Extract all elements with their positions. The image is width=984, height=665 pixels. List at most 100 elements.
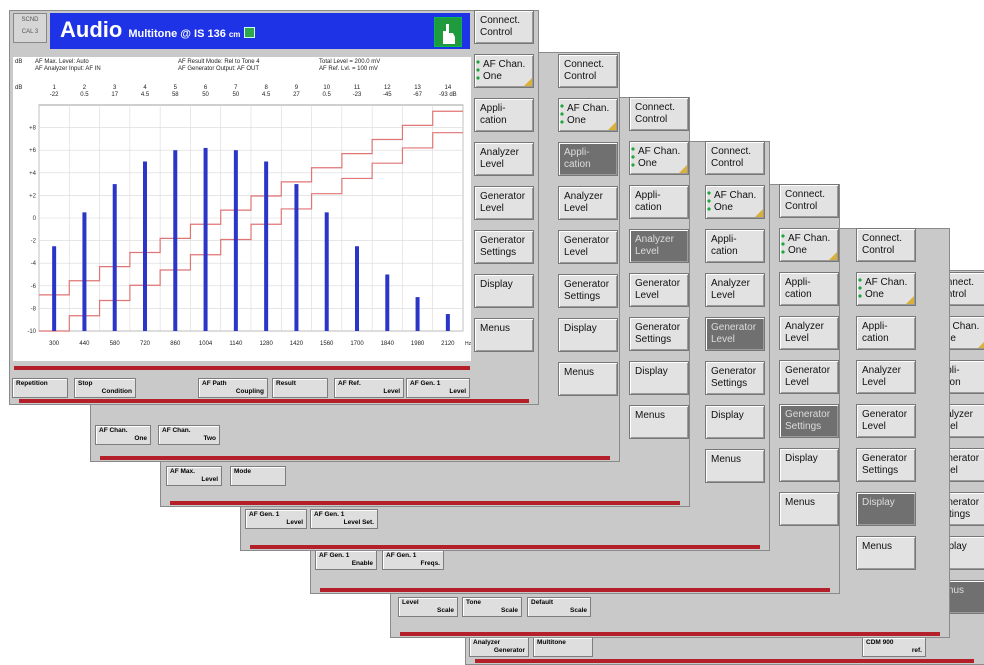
softkey-level-scale[interactable]: Level Scale: [398, 597, 458, 617]
side-button-generator-settings[interactable]: Generator Settings: [779, 404, 839, 438]
side-button-menus[interactable]: Menus: [629, 405, 689, 439]
side-button-connect-control[interactable]: Connect. Control: [474, 10, 534, 44]
side-button-menus[interactable]: Menus: [705, 449, 765, 483]
freq-tick-label: 2120: [441, 341, 455, 347]
side-button-label: Generator Settings: [564, 279, 610, 302]
side-button-af-chan-one[interactable]: AF Chan. One: [705, 185, 765, 219]
side-button-generator-settings[interactable]: Generator Settings: [558, 274, 618, 308]
level-chart: 1-2230020.544031758044.57205588606501004…: [13, 83, 471, 361]
softkey-label-line1: Tone: [466, 599, 482, 606]
side-button-menus[interactable]: Menus: [779, 492, 839, 526]
side-button-appli-cation[interactable]: Appli- cation: [558, 142, 618, 176]
page-subtitle-unit: cm: [228, 30, 241, 39]
side-button-generator-level[interactable]: Generator Level: [629, 273, 689, 307]
side-button-af-chan-one[interactable]: AF Chan. One: [558, 98, 618, 132]
softkey-mode[interactable]: Mode: [230, 466, 286, 486]
side-button-af-chan-one[interactable]: AF Chan. One: [629, 141, 689, 175]
side-button-af-chan-one[interactable]: AF Chan. One: [474, 54, 534, 88]
side-button-generator-settings[interactable]: Generator Settings: [705, 361, 765, 395]
side-button-connect-control[interactable]: Connect. Control: [856, 228, 916, 262]
side-button-analyzer-level[interactable]: Analyzer Level: [705, 273, 765, 307]
side-button-label: Appli- cation: [785, 277, 812, 300]
side-button-display[interactable]: Display: [629, 361, 689, 395]
side-button-display[interactable]: Display: [856, 492, 916, 526]
side-button-display[interactable]: Display: [779, 448, 839, 482]
side-button-connect-control[interactable]: Connect. Control: [779, 184, 839, 218]
hand-pointer-icon[interactable]: [434, 17, 462, 47]
side-button-display[interactable]: Display: [474, 274, 534, 308]
softkey-label-line2: Condition: [101, 388, 132, 395]
tone-number-label: 11: [354, 85, 361, 91]
title-lock-icon: [244, 27, 256, 39]
level-bar: [233, 150, 238, 331]
softkey-af-ref-level[interactable]: AF Ref. Level: [334, 378, 404, 398]
side-button-generator-level[interactable]: Generator Level: [474, 186, 534, 220]
side-button-label: Connect. Control: [862, 233, 903, 256]
side-button-analyzer-level[interactable]: Analyzer Level: [779, 316, 839, 350]
side-button-connect-control[interactable]: Connect. Control: [558, 54, 618, 88]
side-button-label: Generator Settings: [711, 366, 757, 389]
softkey-multitone[interactable]: Multitone: [533, 637, 593, 657]
softkey-stop-condition[interactable]: Stop Condition: [74, 378, 136, 398]
tone-level-label: 17: [111, 92, 118, 98]
side-button-label: Menus: [635, 410, 666, 421]
level-bar: [112, 184, 117, 331]
side-button-appli-cation[interactable]: Appli- cation: [856, 316, 916, 350]
status-badge-bottom: CAL 3: [21, 29, 39, 35]
softkey-af-gen-1-level[interactable]: AF Gen. 1 Level: [406, 378, 470, 398]
side-button-menus[interactable]: Menus: [856, 536, 916, 570]
side-button-analyzer-level[interactable]: Analyzer Level: [629, 229, 689, 263]
softkey-label-line2: Level: [383, 388, 400, 395]
softkey-af-gen-1-level-set-[interactable]: AF Gen. 1 Level Set.: [310, 509, 378, 529]
side-button-label: Display: [635, 366, 668, 377]
side-button-display[interactable]: Display: [705, 405, 765, 439]
softkey-af-gen-1-freqs-[interactable]: AF Gen. 1 Freqs.: [382, 550, 444, 570]
softkey-default-scale[interactable]: Default Scale: [527, 597, 591, 617]
tone-number-label: 12: [384, 85, 391, 91]
softkey-af-chan-one[interactable]: AF Chan. One: [95, 425, 151, 445]
softkey-result[interactable]: Result: [272, 378, 328, 398]
softkey-af-chan-two[interactable]: AF Chan. Two: [158, 425, 220, 445]
side-button-generator-level[interactable]: Generator Level: [705, 317, 765, 351]
side-button-connect-control[interactable]: Connect. Control: [629, 97, 689, 131]
side-button-label: Appli- cation: [711, 234, 738, 257]
softkey-repetition[interactable]: Repetition: [12, 378, 68, 398]
y-tick-label: +2: [29, 193, 37, 199]
softkey-tone-scale[interactable]: Tone Scale: [462, 597, 522, 617]
softkey-analyzer-generator[interactable]: Analyzer Generator: [469, 637, 529, 657]
side-button-generator-settings[interactable]: Generator Settings: [629, 317, 689, 351]
side-button-label: Appli- cation: [480, 103, 507, 126]
tone-number-label: 4: [143, 85, 147, 91]
side-button-generator-level[interactable]: Generator Level: [856, 404, 916, 438]
softkey-af-path-coupling[interactable]: AF Path Coupling: [198, 378, 268, 398]
softkey-label-line1: Repetition: [16, 380, 48, 387]
side-button-af-chan-one[interactable]: AF Chan. One: [856, 272, 916, 306]
side-button-appli-cation[interactable]: Appli- cation: [474, 98, 534, 132]
tone-number-label: 3: [113, 85, 117, 91]
softkey-cdm-900-ref-[interactable]: CDM 900 ref.: [862, 637, 926, 657]
softkey-label-line1: Analyzer: [473, 639, 501, 646]
side-button-generator-level[interactable]: Generator Level: [558, 230, 618, 264]
side-button-af-chan-one[interactable]: AF Chan. One: [779, 228, 839, 262]
side-button-label: Analyzer Level: [635, 234, 674, 257]
side-button-generator-settings[interactable]: Generator Settings: [856, 448, 916, 482]
softkey-label-line2: Scale: [437, 607, 454, 614]
freq-tick-label: 1004: [199, 341, 213, 347]
softkey-af-gen-1-enable[interactable]: AF Gen. 1 Enable: [315, 550, 377, 570]
side-button-analyzer-level[interactable]: Analyzer Level: [856, 360, 916, 394]
side-button-generator-level[interactable]: Generator Level: [779, 360, 839, 394]
side-button-appli-cation[interactable]: Appli- cation: [705, 229, 765, 263]
side-button-appli-cation[interactable]: Appli- cation: [779, 272, 839, 306]
y-tick-label: +4: [29, 171, 37, 177]
tone-number-label: 2: [83, 85, 87, 91]
side-button-menus[interactable]: Menus: [474, 318, 534, 352]
side-button-appli-cation[interactable]: Appli- cation: [629, 185, 689, 219]
side-button-generator-settings[interactable]: Generator Settings: [474, 230, 534, 264]
side-button-analyzer-level[interactable]: Analyzer Level: [558, 186, 618, 220]
side-button-display[interactable]: Display: [558, 318, 618, 352]
side-button-menus[interactable]: Menus: [558, 362, 618, 396]
side-button-connect-control[interactable]: Connect. Control: [705, 141, 765, 175]
softkey-af-gen-1-level[interactable]: AF Gen. 1 Level: [245, 509, 307, 529]
softkey-af-max-level[interactable]: AF Max. Level: [166, 466, 222, 486]
side-button-analyzer-level[interactable]: Analyzer Level: [474, 142, 534, 176]
